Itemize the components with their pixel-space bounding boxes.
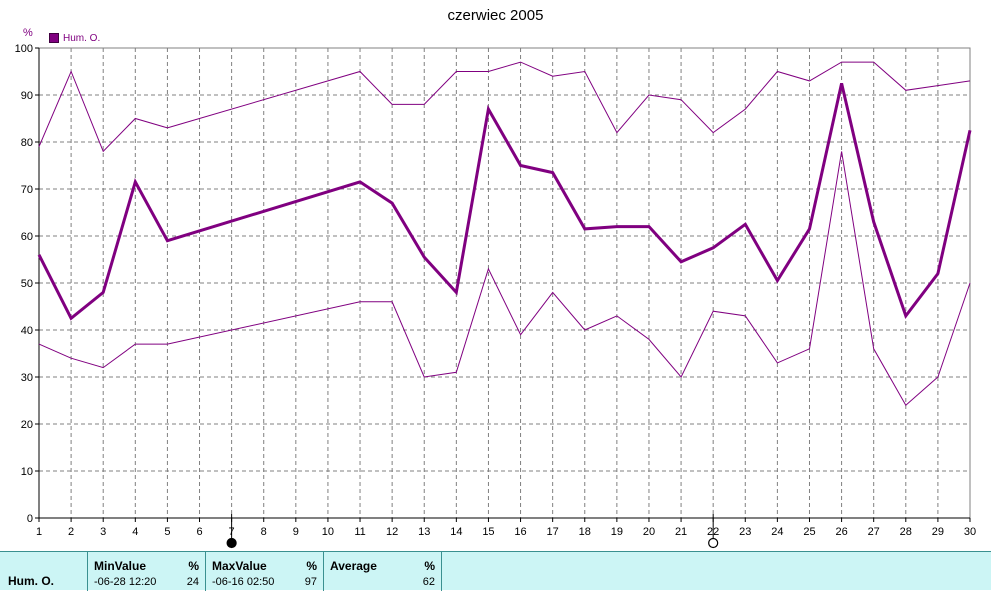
y-tick-label: 70: [21, 184, 33, 196]
x-tick-label: 28: [900, 526, 912, 538]
x-tick-label: 5: [164, 526, 170, 538]
chart-area: 0102030405060708090100123456789101112131…: [15, 43, 976, 549]
x-tick-label: 1: [36, 526, 42, 538]
x-tick-label: 27: [868, 526, 880, 538]
average-header: Average: [330, 559, 377, 573]
min-cell: MinValue % -06-28 12:20 24: [88, 552, 206, 591]
x-tick-label: 25: [803, 526, 815, 538]
x-tick-label: 12: [386, 526, 398, 538]
tick-labels: 0102030405060708090100123456789101112131…: [15, 43, 976, 538]
y-tick-label: 90: [21, 90, 33, 102]
x-tick-label: 18: [579, 526, 591, 538]
series-line-min: [38, 151, 971, 406]
x-tick-label: 21: [675, 526, 687, 538]
max-unit: %: [306, 559, 317, 573]
min-date: -06-28 12:20: [94, 576, 157, 588]
summary-bar: Hum. O. MinValue % -06-28 12:20 24 MaxVa…: [0, 551, 991, 591]
legend: Hum. O.: [49, 31, 100, 45]
y-tick-label: 30: [21, 372, 33, 384]
y-tick-label: 60: [21, 231, 33, 243]
axes: [35, 47, 971, 522]
max-header: MaxValue: [212, 559, 267, 573]
max-value: 97: [304, 576, 317, 588]
y-axis-unit: %: [23, 27, 33, 39]
y-tick-label: 0: [27, 513, 33, 525]
min-unit: %: [188, 559, 199, 573]
filled-circle-marker: [226, 537, 237, 549]
min-header: MinValue: [94, 559, 147, 573]
summary-label-cell: Hum. O.: [0, 552, 88, 591]
chart-title: czerwiec 2005: [447, 7, 544, 24]
x-tick-label: 4: [132, 526, 138, 538]
y-tick-label: 40: [21, 325, 33, 337]
max-date: -06-16 02:50: [212, 576, 275, 588]
y-tick-label: 80: [21, 137, 33, 149]
legend-label: Hum. O.: [63, 32, 101, 44]
x-tick-label: 30: [964, 526, 976, 538]
y-tick-label: 50: [21, 278, 33, 290]
average-cell: Average % 62: [324, 552, 442, 591]
summary-spacer: [442, 552, 991, 591]
x-tick-label: 14: [450, 526, 462, 538]
average-value: 62: [422, 576, 435, 588]
series-line-average: [37, 82, 972, 321]
summary-row-label: Hum. O.: [8, 574, 55, 588]
x-tick-label: 29: [932, 526, 944, 538]
x-tick-label: 13: [418, 526, 430, 538]
series-layer: [37, 61, 972, 406]
day-markers: [226, 514, 719, 549]
x-tick-label: 17: [547, 526, 559, 538]
grid: [38, 47, 971, 519]
y-tick-label: 20: [21, 419, 33, 431]
x-tick-label: 2: [68, 526, 74, 538]
max-cell: MaxValue % -06-16 02:50 97: [206, 552, 324, 591]
x-tick-label: 3: [100, 526, 106, 538]
x-tick-label: 16: [514, 526, 526, 538]
average-unit: %: [424, 559, 435, 573]
x-tick-label: 15: [482, 526, 494, 538]
x-tick-label: 8: [261, 526, 267, 538]
min-value: 24: [186, 576, 199, 588]
x-tick-label: 23: [739, 526, 751, 538]
x-tick-label: 24: [771, 526, 783, 538]
x-tick-label: 9: [293, 526, 299, 538]
legend-swatch: [49, 33, 59, 43]
x-tick-label: 26: [835, 526, 847, 538]
x-tick-label: 19: [611, 526, 623, 538]
y-tick-label: 10: [21, 466, 33, 478]
x-tick-label: 11: [354, 526, 365, 538]
x-tick-label: 6: [196, 526, 202, 538]
x-tick-label: 10: [322, 526, 334, 538]
x-tick-label: 20: [643, 526, 655, 538]
open-circle-marker: [708, 537, 719, 549]
series-line-max: [38, 61, 971, 153]
y-tick-label: 100: [15, 43, 33, 55]
